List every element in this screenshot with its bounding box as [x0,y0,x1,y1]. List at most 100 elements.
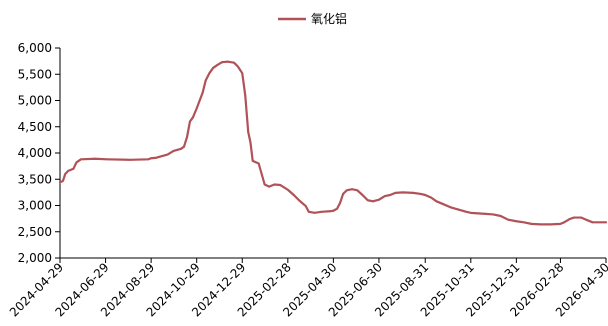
data-point [208,72,211,75]
data-point [313,211,316,214]
data-point [183,145,185,148]
data-point [268,185,271,188]
data-point [568,218,571,221]
data-point [339,201,341,204]
data-point [499,215,502,217]
data-point [336,207,339,210]
data-point [227,60,229,63]
data-point [216,63,219,66]
y-tick-label: 2,000 [18,251,52,265]
data-point [539,223,542,226]
data-point [247,131,250,133]
plot-area [58,60,608,226]
data-point [251,159,254,162]
data-point [477,212,480,215]
y-tick-label: 3,500 [18,172,52,186]
data-point [515,220,518,223]
y-tick-label: 5,000 [18,94,52,108]
y-tick-label: 2,500 [18,225,52,239]
data-point [273,183,276,186]
data-point [260,173,263,175]
data-point [62,179,64,182]
data-point [64,173,67,175]
data-point [186,136,188,139]
data-point [424,194,427,196]
data-point [192,116,194,119]
data-point [351,188,353,191]
data-point [332,209,335,212]
data-point [419,193,422,195]
data-point [345,189,348,192]
data-point [286,188,289,191]
data-point [401,191,404,194]
data-point [106,158,108,161]
data-point [212,67,215,69]
data-point [443,203,445,206]
data-point [465,210,468,213]
data-point [147,158,150,161]
data-point [307,210,310,213]
data-point [304,205,307,207]
data-point [356,189,359,192]
data-point [129,158,132,161]
data-point [263,183,266,186]
data-point [342,193,344,195]
data-point [507,218,510,221]
data-point [430,196,433,199]
data-point [279,184,282,186]
data-point [155,156,158,159]
data-point [450,206,453,209]
data-point [366,199,369,202]
y-tick-label: 5,500 [18,67,52,81]
data-point [586,219,589,222]
data-point [320,210,323,213]
y-tick-label: 4,000 [18,146,52,160]
data-point [75,161,78,164]
data-point [372,200,374,203]
data-point [249,141,252,144]
data-point [394,192,397,194]
data-point [172,150,175,152]
data-point [201,91,204,94]
data-point [189,120,191,123]
data-point [59,181,61,184]
data-point [195,107,198,110]
y-tick-label: 6,000 [18,41,52,55]
data-point [549,223,552,226]
data-point [457,208,460,211]
y-axis: 2,000 2,500 3,000 3,500 4,000 4,500 5,000 5,500… [18,41,61,265]
data-point [328,210,331,213]
data-point [292,194,295,196]
data-point [435,200,438,203]
data-point [378,198,380,201]
legend-label: 氧化铝 [311,11,347,26]
chart-legend: 氧化铝 [278,11,347,26]
data-point [72,167,75,170]
y-tick-label: 4,500 [18,120,52,134]
data-point [244,94,247,97]
data-point [67,169,70,172]
data-point [522,221,525,224]
data-point [492,213,495,216]
data-point [257,162,260,165]
data-point [221,61,223,64]
data-point [384,195,386,197]
data-point [605,221,607,224]
data-point [389,194,392,196]
data-point [94,157,97,160]
y-tick-label: 3,000 [18,199,52,213]
data-point [166,153,169,156]
data-point [572,216,575,219]
data-point [484,213,487,215]
data-point [361,194,364,196]
data-point [180,147,182,150]
data-point [80,158,82,161]
data-point [559,222,562,225]
data-point [530,222,533,225]
data-point [241,72,244,75]
data-point [160,155,163,158]
data-point [233,61,235,64]
data-point [563,221,566,224]
data-point [236,65,239,68]
